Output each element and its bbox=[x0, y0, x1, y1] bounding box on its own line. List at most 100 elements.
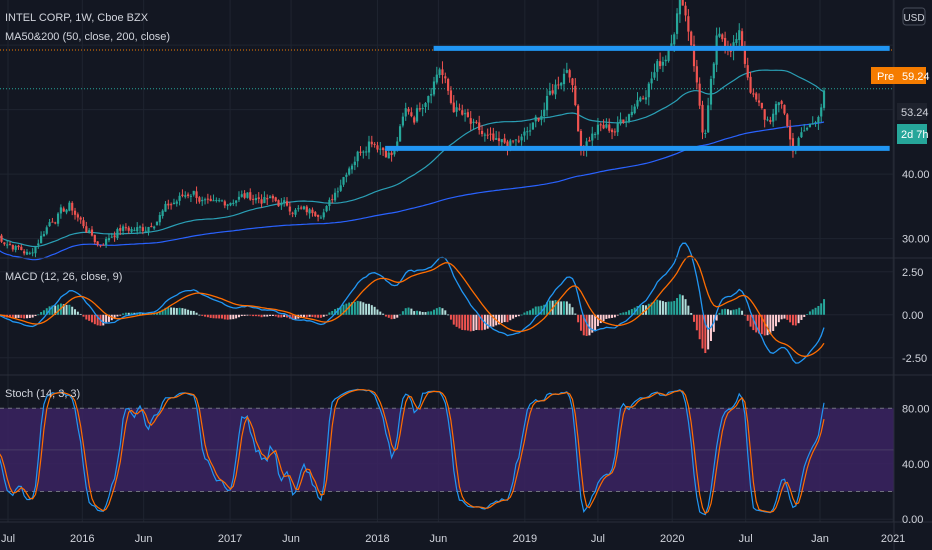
candle-body[interactable] bbox=[305, 206, 308, 213]
candle-body[interactable] bbox=[254, 198, 258, 201]
candle-body[interactable] bbox=[40, 235, 43, 244]
candle-body[interactable] bbox=[20, 246, 23, 251]
candle-body[interactable] bbox=[356, 151, 359, 162]
candle-body[interactable] bbox=[300, 207, 303, 209]
candle-body[interactable] bbox=[8, 244, 12, 246]
candle-body[interactable] bbox=[3, 242, 6, 245]
candle-body[interactable] bbox=[630, 111, 633, 116]
candle-body[interactable] bbox=[23, 251, 26, 254]
candle-body[interactable] bbox=[31, 252, 34, 254]
candle-body[interactable] bbox=[348, 168, 351, 175]
candle-body[interactable] bbox=[636, 100, 639, 107]
candle-body[interactable] bbox=[571, 78, 574, 86]
candle-body[interactable] bbox=[373, 143, 376, 145]
candle-body[interactable] bbox=[93, 234, 96, 243]
candle-body[interactable] bbox=[588, 140, 591, 142]
candle-body[interactable] bbox=[418, 108, 421, 110]
candle-body[interactable] bbox=[701, 104, 704, 133]
candle-body[interactable] bbox=[370, 141, 373, 145]
candle-body[interactable] bbox=[48, 222, 51, 227]
candle-body[interactable] bbox=[133, 229, 136, 231]
candle-body[interactable] bbox=[678, 0, 681, 15]
candle-body[interactable] bbox=[246, 192, 249, 198]
candle-body[interactable] bbox=[186, 194, 190, 196]
candle-body[interactable] bbox=[424, 103, 427, 107]
candle-body[interactable] bbox=[167, 203, 170, 206]
candle-body[interactable] bbox=[76, 214, 79, 218]
candle-body[interactable] bbox=[492, 133, 495, 140]
candle-body[interactable] bbox=[240, 194, 243, 197]
candle-body[interactable] bbox=[797, 137, 800, 147]
candle-body[interactable] bbox=[336, 191, 339, 193]
candle-body[interactable] bbox=[350, 165, 354, 170]
currency-box[interactable] bbox=[902, 7, 926, 26]
candle-body[interactable] bbox=[124, 227, 128, 229]
candle-body[interactable] bbox=[206, 198, 209, 200]
candle-body[interactable] bbox=[79, 217, 82, 220]
candle-body[interactable] bbox=[681, 0, 684, 6]
candle-body[interactable] bbox=[96, 241, 99, 245]
candle-body[interactable] bbox=[791, 138, 795, 152]
candle-body[interactable] bbox=[294, 209, 297, 215]
candle-body[interactable] bbox=[808, 123, 812, 128]
candle-body[interactable] bbox=[551, 90, 554, 94]
candle-body[interactable] bbox=[382, 147, 385, 151]
candle-body[interactable] bbox=[577, 105, 580, 132]
candle-body[interactable] bbox=[201, 199, 204, 202]
candle-body[interactable] bbox=[554, 84, 557, 95]
candle-body[interactable] bbox=[121, 226, 125, 231]
candle-body[interactable] bbox=[192, 190, 195, 195]
candle-body[interactable] bbox=[251, 198, 255, 200]
candle-body[interactable] bbox=[342, 177, 345, 185]
candle-body[interactable] bbox=[268, 196, 272, 199]
candle-body[interactable] bbox=[766, 119, 769, 121]
candle-body[interactable] bbox=[483, 134, 486, 136]
candle-body[interactable] bbox=[517, 140, 520, 142]
candle-body[interactable] bbox=[172, 202, 176, 205]
candle-body[interactable] bbox=[441, 69, 444, 76]
candle-body[interactable] bbox=[314, 212, 317, 217]
candle-body[interactable] bbox=[447, 79, 450, 91]
candle-body[interactable] bbox=[712, 63, 715, 79]
candle-body[interactable] bbox=[664, 59, 667, 62]
candle-body[interactable] bbox=[107, 238, 111, 241]
candle-body[interactable] bbox=[534, 116, 537, 122]
candle-body[interactable] bbox=[503, 138, 506, 143]
candle-body[interactable] bbox=[291, 212, 294, 214]
candle-body[interactable] bbox=[274, 197, 277, 201]
candle-body[interactable] bbox=[738, 30, 741, 41]
trendlines[interactable] bbox=[385, 45, 890, 151]
candle-body[interactable] bbox=[223, 201, 226, 206]
candle-body[interactable] bbox=[379, 148, 382, 150]
candle-body[interactable] bbox=[203, 199, 207, 201]
candle-body[interactable] bbox=[619, 119, 622, 124]
candle-body[interactable] bbox=[461, 110, 464, 115]
candle-body[interactable] bbox=[226, 204, 229, 206]
candle-body[interactable] bbox=[452, 102, 455, 113]
candle-body[interactable] bbox=[537, 117, 540, 121]
candle-body[interactable] bbox=[249, 192, 252, 200]
candle-body[interactable] bbox=[195, 191, 198, 198]
candle-body[interactable] bbox=[430, 94, 433, 96]
candle-body[interactable] bbox=[772, 113, 775, 122]
candle-body[interactable] bbox=[528, 130, 532, 132]
candle-body[interactable] bbox=[393, 147, 396, 155]
candle-body[interactable] bbox=[752, 93, 755, 95]
candle-body[interactable] bbox=[127, 227, 130, 231]
candle-body[interactable] bbox=[6, 244, 9, 246]
candle-body[interactable] bbox=[757, 100, 761, 103]
candle-body[interactable] bbox=[365, 151, 368, 153]
candle-body[interactable] bbox=[704, 132, 707, 134]
candle-body[interactable] bbox=[59, 207, 62, 214]
macd-line[interactable] bbox=[0, 242, 825, 364]
candle-body[interactable] bbox=[755, 93, 758, 100]
candle-body[interactable] bbox=[56, 213, 60, 224]
candle-body[interactable] bbox=[622, 119, 625, 123]
candle-body[interactable] bbox=[319, 217, 323, 219]
candle-body[interactable] bbox=[605, 124, 608, 128]
candle-body[interactable] bbox=[42, 234, 46, 237]
candle-body[interactable] bbox=[73, 210, 77, 215]
candle-body[interactable] bbox=[415, 108, 419, 122]
candle-body[interactable] bbox=[548, 90, 551, 95]
